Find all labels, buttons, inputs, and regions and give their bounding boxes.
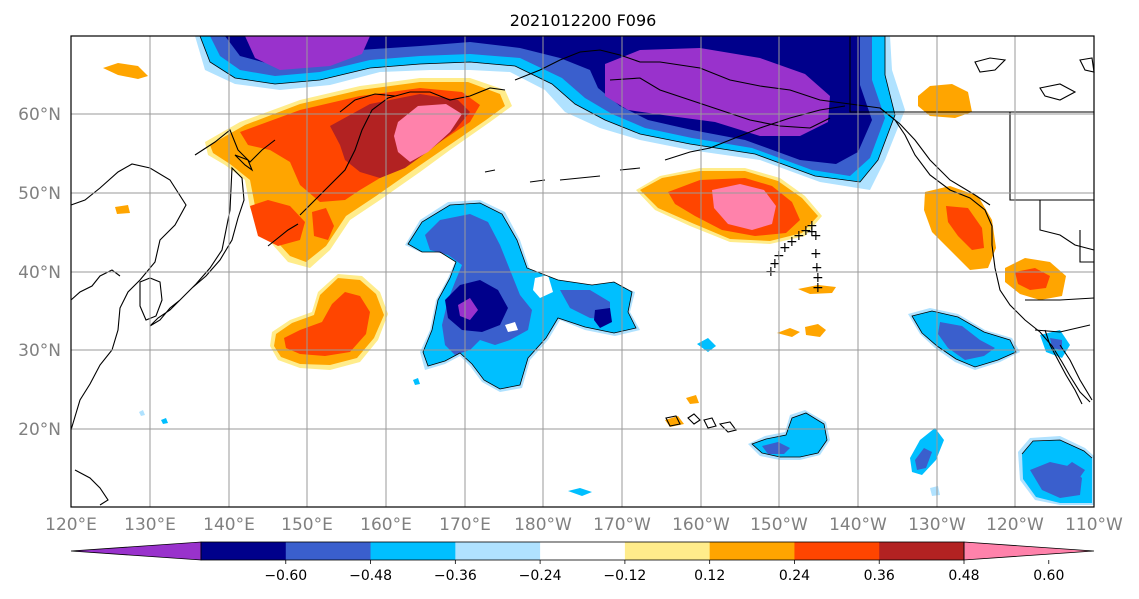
lon-label: 150°E xyxy=(281,515,333,535)
latitude-labels: 60°N 50°N 40°N 30°N 20°N xyxy=(18,105,61,440)
colorbar-tick-label: −0.36 xyxy=(434,568,477,584)
colorbar-segment xyxy=(201,542,287,560)
lon-label: 130°W xyxy=(908,515,966,535)
positive-patch xyxy=(686,395,699,404)
negative-anomaly-east xyxy=(139,308,1094,505)
colorbar-segment xyxy=(285,542,372,560)
lon-label: 180°W xyxy=(514,515,572,535)
lon-label: 140°E xyxy=(203,515,255,535)
svg-text:+: + xyxy=(806,224,818,240)
positive-patch xyxy=(805,324,826,337)
positive-patch xyxy=(798,285,836,294)
positive-anomaly-central-pacific xyxy=(636,168,822,244)
svg-text:+: + xyxy=(812,280,824,296)
coastlines xyxy=(70,36,1095,506)
lon-label: 170°W xyxy=(593,515,651,535)
svg-text:+: + xyxy=(812,270,824,286)
gridlines xyxy=(71,36,1094,507)
colorbar-segment xyxy=(624,542,711,560)
map-frame xyxy=(70,35,1095,508)
colorbar-tick-label: −0.12 xyxy=(603,568,646,584)
lat-label: 60°N xyxy=(18,105,61,125)
lon-label: 160°E xyxy=(360,515,412,535)
positive-anomaly-kamchatka xyxy=(205,78,512,268)
longitude-labels: 120°E 130°E 140°E 150°E 160°E 170°E 180°… xyxy=(45,515,1123,535)
map-title: 2021012200 F096 xyxy=(510,11,657,30)
colorbar-segment xyxy=(879,542,965,560)
lon-label: 130°E xyxy=(124,515,176,535)
zero-contours xyxy=(199,35,1093,459)
svg-text:+: + xyxy=(800,223,812,239)
positive-patch xyxy=(777,328,800,337)
colorbar: −0.60 −0.48 −0.36 −0.24 −0.12 0.12 0.24 0.36 0.4… xyxy=(70,541,1095,584)
lon-label: 170°E xyxy=(439,515,491,535)
lon-label: 120°W xyxy=(986,515,1044,535)
svg-text:+: + xyxy=(793,228,805,244)
lon-label: 110°W xyxy=(1065,515,1123,535)
positive-patch xyxy=(115,205,130,214)
svg-text:+: + xyxy=(810,246,822,262)
svg-text:+: + xyxy=(779,240,791,256)
colorbar-tick-label: −0.24 xyxy=(519,568,562,584)
svg-text:+: + xyxy=(806,218,818,234)
colorbar-segment xyxy=(794,542,880,560)
colorbar-segment xyxy=(540,542,626,560)
colorbar-segment xyxy=(455,542,541,560)
colorbar-outline xyxy=(200,541,965,561)
positive-anomaly-west-coast xyxy=(924,186,1066,300)
positive-patch xyxy=(918,84,972,118)
lon-label: 160°W xyxy=(672,515,730,535)
colorbar-segment xyxy=(370,542,456,560)
lat-label: 40°N xyxy=(18,263,61,283)
colorbar-segment xyxy=(709,542,795,560)
lat-label: 30°N xyxy=(18,341,61,361)
lat-label: 20°N xyxy=(18,420,61,440)
colorbar-tick-label: 0.36 xyxy=(864,568,895,584)
lat-label: 50°N xyxy=(18,184,61,204)
svg-text:+: + xyxy=(769,256,781,272)
lon-label: 150°W xyxy=(750,515,808,535)
lon-label: 140°W xyxy=(829,515,887,535)
svg-text:+: + xyxy=(810,228,822,244)
positive-anomaly-japan-sea xyxy=(270,274,388,370)
svg-text:+: + xyxy=(786,234,798,250)
colorbar-tick-label: 0.48 xyxy=(948,568,979,584)
svg-text:+: + xyxy=(811,260,823,276)
positive-patch xyxy=(103,63,148,79)
colorbar-tick-label: −0.48 xyxy=(349,568,392,584)
lon-label: 120°E xyxy=(45,515,97,535)
colorbar-tick-label: 0.60 xyxy=(1033,568,1064,584)
colorbar-tick-label: 0.12 xyxy=(694,568,725,584)
anomaly-fields: +++ +++ +++ +++ ++ xyxy=(103,35,1094,505)
colorbar-tick-label: −0.60 xyxy=(264,568,307,584)
colorbar-tick-label: 0.24 xyxy=(779,568,810,584)
colorbar-extend-max xyxy=(963,541,1095,561)
colorbar-extend-min xyxy=(70,541,202,561)
